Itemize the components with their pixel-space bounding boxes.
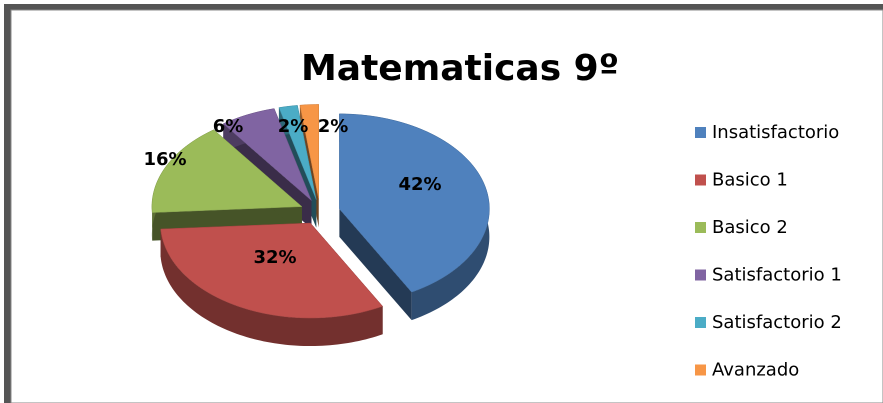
data-label: 2%	[318, 116, 349, 137]
data-label: 6%	[213, 116, 244, 137]
slice	[299, 104, 319, 200]
slice-wall	[160, 229, 383, 347]
chart-title: Matematicas 9º	[301, 48, 619, 89]
legend-label: Insatisfactorio	[712, 122, 839, 143]
data-label: 2%	[278, 116, 309, 137]
legend-label: Basico 2	[712, 217, 788, 238]
legend-swatch	[695, 364, 706, 376]
legend-label: Satisfactorio 1	[712, 265, 842, 286]
legend-swatch	[695, 317, 706, 328]
slice	[222, 108, 312, 201]
data-label: 42%	[398, 174, 441, 195]
slice	[278, 105, 317, 200]
legend-swatch	[695, 174, 706, 186]
slice	[151, 129, 303, 213]
legend-label: Avanzado	[712, 360, 799, 381]
slice	[160, 222, 384, 319]
legend-label: Satisfactorio 2	[712, 312, 842, 333]
slice-side	[339, 208, 412, 321]
legend-swatch	[695, 222, 706, 233]
slice	[339, 113, 490, 293]
data-label: 16%	[143, 149, 186, 170]
legend-label: Basico 1	[712, 170, 788, 191]
legend-swatch	[695, 269, 706, 281]
legend-swatch	[695, 127, 706, 138]
data-label: 32%	[253, 247, 296, 268]
